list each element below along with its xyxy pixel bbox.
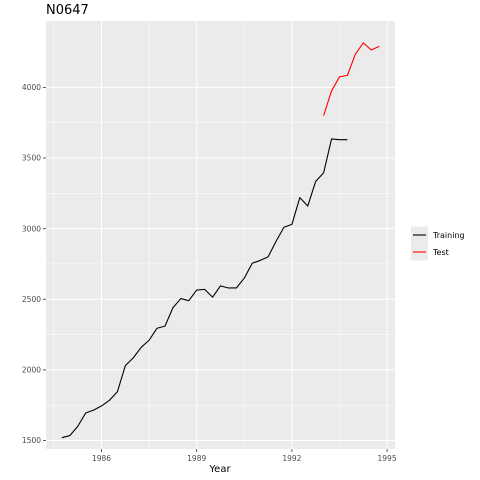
data-point-test [370, 49, 372, 51]
data-point-training [331, 138, 333, 140]
data-point-training [283, 226, 285, 228]
data-point-training [204, 288, 206, 290]
x-axis: 1986 1989 1992 1995 [92, 449, 397, 463]
data-point-training [251, 262, 253, 264]
data-point-training [116, 391, 118, 393]
series-line-test [323, 42, 380, 116]
data-point-training [69, 435, 71, 437]
data-point-training [61, 437, 63, 439]
y-tick-label: 4000 [22, 83, 41, 92]
data-point-test [331, 90, 333, 92]
data-point-training [267, 256, 269, 258]
series-layer [61, 42, 380, 439]
data-point-training [299, 197, 301, 199]
data-point-training [220, 285, 222, 287]
data-point-training [338, 139, 340, 141]
x-tick-label: 1995 [378, 454, 397, 463]
data-point-training [93, 409, 95, 411]
legend-label-test: Test [432, 248, 449, 257]
data-point-training [212, 296, 214, 298]
legend: Training Test [411, 226, 465, 261]
data-point-training [235, 287, 237, 289]
data-point-training [227, 287, 229, 289]
data-point-training [307, 205, 309, 207]
data-point-training [275, 240, 277, 242]
data-point-training [77, 425, 79, 427]
grid-minor [46, 21, 395, 449]
data-point-training [259, 259, 261, 261]
y-tick-label: 2000 [22, 366, 41, 375]
data-point-test [378, 45, 380, 47]
data-point-training [196, 289, 198, 291]
y-axis: 1500 2000 2500 3000 3500 4000 [22, 83, 46, 445]
y-tick-label: 1500 [22, 436, 41, 445]
plot-panel [46, 21, 395, 449]
data-point-training [101, 405, 103, 407]
data-point-test [338, 76, 340, 78]
x-tick-label: 1986 [92, 454, 111, 463]
data-point-training [124, 365, 126, 367]
series-line-training [61, 138, 348, 439]
data-point-training [156, 327, 158, 329]
y-tick-label: 2500 [22, 295, 41, 304]
data-point-training [243, 277, 245, 279]
grid-major [46, 21, 395, 449]
x-tick-label: 1989 [187, 454, 206, 463]
y-tick-label: 3000 [22, 224, 41, 233]
data-point-training [315, 180, 317, 182]
data-point-training [180, 298, 182, 300]
data-point-training [148, 339, 150, 341]
data-point-training [188, 300, 190, 302]
data-point-test [354, 53, 356, 55]
data-point-training [132, 357, 134, 359]
data-point-test [362, 42, 364, 44]
data-point-test [346, 74, 348, 76]
chart-title: N0647 [46, 3, 89, 18]
data-point-training [108, 399, 110, 401]
x-tick-label: 1992 [282, 454, 301, 463]
data-point-training [140, 346, 142, 348]
data-point-training [323, 172, 325, 174]
x-axis-title: Year [208, 464, 231, 475]
data-point-test [323, 115, 325, 117]
legend-label-training: Training [432, 231, 465, 240]
data-point-training [85, 412, 87, 414]
data-point-training [172, 307, 174, 309]
data-point-training [164, 325, 166, 327]
y-tick-label: 3500 [22, 154, 41, 163]
data-point-training [346, 139, 348, 141]
data-point-training [291, 223, 293, 225]
